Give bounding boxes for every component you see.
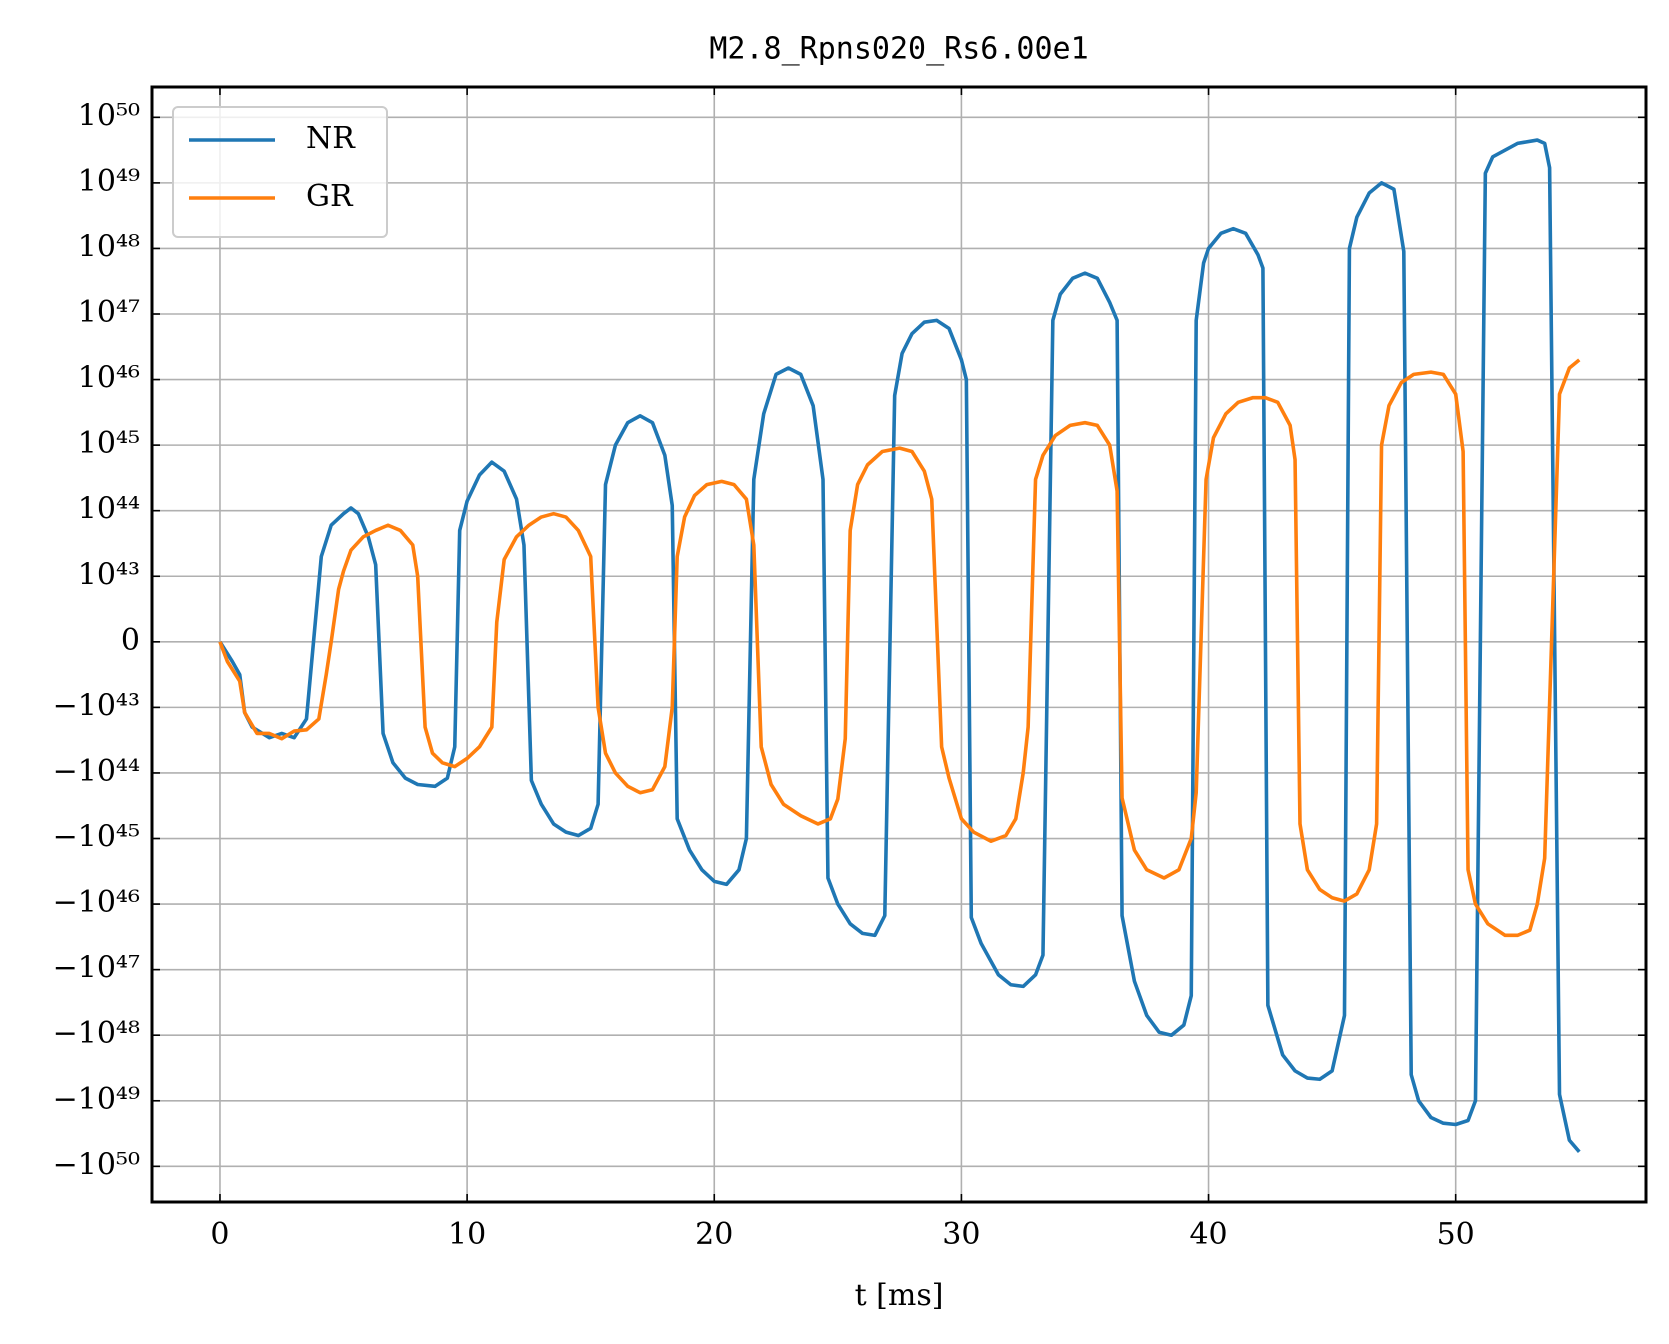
y-tick-label: −10⁴⁷ xyxy=(53,951,140,986)
y-tick-label: 10⁴⁸ xyxy=(78,229,140,264)
x-tick-label: 10 xyxy=(448,1217,486,1252)
y-tick-label: −10⁴⁴ xyxy=(53,754,140,789)
x-tick-label: 50 xyxy=(1437,1217,1475,1252)
y-tick-label: 10⁴⁹ xyxy=(78,164,140,199)
chart-title: M2.8_Rpns020_Rs6.00e1 xyxy=(709,32,1088,67)
x-tick-label: 20 xyxy=(695,1217,733,1252)
y-tick-label: 10⁴⁶ xyxy=(78,361,140,396)
y-tick-label: 10⁵⁰ xyxy=(78,98,140,133)
y-tick-label: −10⁴⁶ xyxy=(53,885,140,920)
x-axis-label: t [ms] xyxy=(855,1278,944,1313)
y-tick-label: −10⁵⁰ xyxy=(53,1147,140,1182)
data-line xyxy=(218,138,1581,1153)
y-tick-label: 10⁴⁵ xyxy=(78,426,140,461)
y-tick-label: −10⁴⁹ xyxy=(53,1082,140,1117)
y-tick-label: −10⁴⁸ xyxy=(53,1016,140,1051)
y-tick-label: 0 xyxy=(121,623,140,658)
y-tick-label: −10⁴³ xyxy=(53,688,140,723)
data-line xyxy=(218,358,1581,938)
y-tick-label: 10⁴⁴ xyxy=(78,492,140,527)
legend-label: GR xyxy=(306,179,354,214)
y-tick-label: 10⁴⁷ xyxy=(78,295,140,330)
plot-frame xyxy=(150,85,1648,1204)
x-tick-label: 30 xyxy=(942,1217,980,1252)
x-tick-label: 40 xyxy=(1189,1217,1227,1252)
y-tick-label: 10⁴³ xyxy=(78,557,140,592)
legend-label: NR xyxy=(306,121,356,156)
x-tick-label: 0 xyxy=(210,1217,229,1252)
legend-box xyxy=(172,106,388,238)
y-tick-label: −10⁴⁵ xyxy=(53,820,140,855)
